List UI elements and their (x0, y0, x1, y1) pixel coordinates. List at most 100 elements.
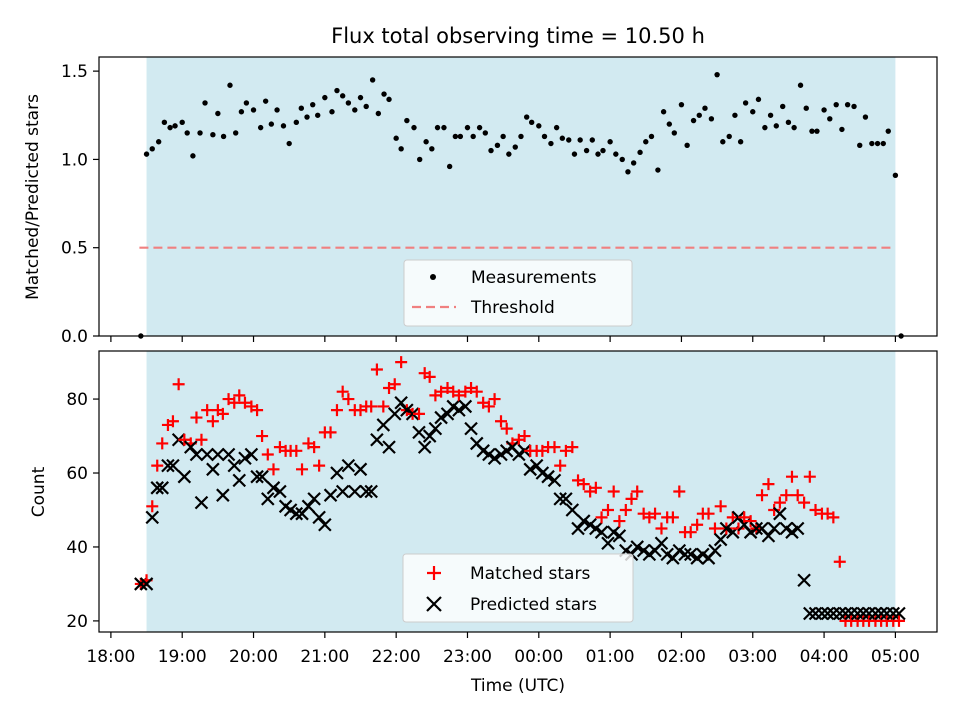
measurement-point (869, 140, 875, 147)
measurement-point (600, 147, 606, 154)
predicted-star-point (232, 473, 247, 488)
bottom-y-tick-label: 60 (66, 464, 88, 484)
top-x-axis (110, 336, 896, 342)
matched-star-point (336, 385, 349, 398)
measurement-point (874, 140, 881, 147)
measurement-point (149, 146, 155, 152)
measurement-point (184, 130, 190, 136)
predicted-star-point (576, 514, 591, 528)
matched-star-point (791, 489, 804, 502)
matched-star-point (803, 470, 816, 483)
measurement-point (268, 121, 275, 127)
measurement-point (500, 133, 506, 140)
matched-star-point (762, 478, 775, 491)
matched-star-point (613, 515, 626, 528)
matched-star-point (233, 389, 246, 402)
measurement-point (732, 112, 738, 118)
measurement-point (541, 133, 548, 140)
matched-star-point (702, 507, 715, 520)
predicted-star-point (654, 536, 669, 551)
predicted-star-point (227, 458, 242, 473)
predicted-star-point (856, 606, 871, 621)
measurement-point (434, 124, 441, 131)
predicted-star-point (194, 495, 209, 510)
matched-star-point (589, 481, 602, 494)
measurement-point (441, 124, 447, 131)
measurement-point (528, 119, 535, 126)
measurement-point (304, 114, 310, 120)
measurement-point (559, 135, 566, 141)
predicted-star-point (341, 458, 356, 473)
matched-star-point (785, 470, 798, 483)
measurement-point (334, 87, 340, 94)
measurement-point (322, 94, 328, 101)
predicted-star-point (678, 547, 692, 562)
matched-star-point (756, 489, 769, 502)
matched-star-point (452, 389, 465, 402)
matched-star-point (577, 478, 590, 491)
measurement-point (851, 103, 857, 110)
matched-star-point (395, 356, 408, 369)
measurement-point (892, 172, 899, 179)
predicted-star-point (713, 532, 728, 547)
measurement-point (329, 109, 335, 115)
predicted-star-point (565, 503, 580, 517)
predicted-star-point (434, 410, 448, 425)
matched-star-point (649, 507, 662, 520)
predicted-star-point (161, 458, 175, 473)
predicted-star-point (376, 418, 391, 432)
measurement-point (506, 151, 512, 157)
matched-star-point (423, 370, 436, 383)
predicted-star-point (820, 606, 835, 621)
bottom-panel: 20 40 60 80 18:00 19:00 20:00 21:00 22:00 23:00 0… (29, 350, 938, 696)
measurement-point (262, 98, 269, 104)
measurement-point (494, 142, 501, 148)
predicted-star-point (382, 440, 396, 454)
measurement-point (660, 109, 667, 115)
matched-star-point (388, 378, 401, 391)
measurement-point (232, 130, 239, 136)
measurement-point (310, 101, 316, 108)
matched-star-point (146, 500, 159, 513)
measurement-point (708, 116, 715, 122)
predicted-star-point (189, 447, 204, 462)
measurement-point (714, 71, 720, 78)
matched-star-point (809, 503, 822, 516)
measurement-point (250, 107, 257, 113)
measurement-point (274, 107, 280, 113)
bottom-y-axis-label: Count (29, 466, 49, 517)
legend-measurements-label: Measurements (471, 268, 597, 288)
measurement-point (298, 105, 305, 111)
measurement-points (138, 71, 904, 339)
measurement-point (607, 139, 613, 145)
predicted-star-point (412, 425, 426, 440)
matched-star-point (290, 444, 303, 457)
matched-star-point (655, 522, 668, 535)
x-tick-label: 21:00 (300, 647, 349, 667)
measurement-point (220, 133, 227, 140)
predicted-star-point (458, 399, 473, 414)
x-tick-label: 19:00 (158, 647, 207, 667)
matched-star-point (238, 396, 251, 409)
measurement-point (785, 119, 792, 126)
matched-star-point (554, 459, 567, 472)
x-tick-label: 03:00 (728, 647, 777, 667)
matched-star-point (595, 511, 608, 524)
measurement-point (742, 100, 749, 106)
measurement-point (190, 153, 196, 159)
measurement-point (880, 140, 886, 147)
measurement-point (286, 140, 292, 147)
measurement-point (488, 147, 494, 154)
predicted-star-point (719, 521, 734, 536)
x-tick-label: 22:00 (372, 647, 421, 667)
measurement-point (678, 101, 685, 108)
bottom-y-tick-label: 80 (66, 390, 88, 410)
predicted-star-point (547, 473, 562, 488)
predicted-star-point (370, 432, 384, 447)
measurement-point (553, 124, 560, 131)
measurement-point (655, 167, 661, 173)
matched-star-point (726, 511, 739, 524)
predicted-star-point (803, 606, 817, 621)
matched-star-point (673, 485, 686, 498)
top-legend-box (403, 259, 633, 327)
